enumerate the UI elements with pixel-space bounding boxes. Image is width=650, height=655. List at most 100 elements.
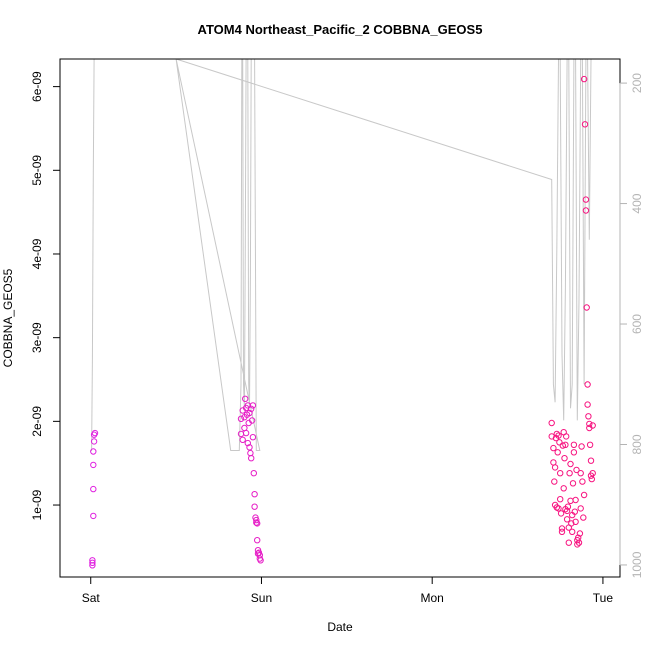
data-point: [584, 381, 591, 388]
data-point: [572, 518, 579, 525]
data-point: [247, 449, 254, 457]
data-point: [239, 436, 246, 443]
data-point: [577, 470, 584, 477]
data-point: [246, 409, 253, 417]
data-point: [244, 439, 252, 447]
data-point: [563, 433, 570, 440]
y-axis: 1e-09 2e-09 3e-09 4e-09 5e-09 6e-09: [30, 71, 61, 520]
data-point: [563, 516, 571, 523]
y-tick-label: 6e-09: [30, 71, 44, 102]
data-point: [588, 475, 595, 483]
data-point: [569, 480, 577, 487]
data-point: [257, 557, 264, 564]
data-point: [564, 503, 572, 510]
data-point: [570, 441, 578, 448]
data-point: [253, 516, 260, 524]
chart-title: ATOM4 Northeast_Pacific_2 COBBNA_GEOS5: [198, 22, 483, 37]
data-point: [578, 443, 585, 450]
data-point: [248, 455, 255, 462]
data-point: [557, 496, 564, 503]
plot-frame: [59, 58, 621, 578]
data-point: [91, 429, 99, 437]
right-tick-label: 800: [630, 434, 644, 454]
data-point: [586, 441, 594, 448]
data-point: [586, 420, 593, 428]
x-tick-label: Mon: [421, 591, 444, 605]
data-point: [576, 530, 584, 537]
data-point: [90, 461, 97, 469]
data-point: [569, 528, 576, 535]
data-point: [90, 438, 98, 445]
data-point: [89, 559, 96, 566]
data-point: [248, 417, 256, 424]
data-point: [573, 466, 580, 474]
data-point: [562, 441, 569, 448]
data-point: [553, 430, 560, 438]
data-point: [551, 478, 558, 485]
data-point: [558, 528, 566, 535]
data-point: [251, 503, 258, 510]
data-point: [567, 460, 574, 468]
y-tick-label: 5e-09: [30, 155, 44, 186]
data-point: [580, 491, 588, 499]
data-point: [89, 557, 96, 564]
data-point: [253, 519, 260, 526]
data-point: [555, 432, 562, 439]
data-point: [241, 424, 248, 432]
data-point: [580, 75, 588, 83]
right-tick-label: 200: [630, 73, 644, 93]
data-point: [558, 525, 566, 532]
data-point: [557, 510, 565, 517]
data-point: [572, 496, 579, 504]
data-point: [550, 444, 557, 452]
right-tick-label: 400: [630, 193, 644, 213]
data-point: [90, 485, 97, 493]
data-point: [237, 430, 245, 438]
data-point: [589, 470, 596, 477]
data-points-layer: [89, 75, 596, 569]
data-point: [565, 539, 572, 546]
data-point: [561, 455, 568, 462]
right-tick-label: 600: [630, 314, 644, 334]
data-point: [254, 520, 261, 527]
data-point: [581, 121, 589, 128]
x-axis: Sat Sun Mon Tue: [82, 576, 614, 605]
data-point: [563, 507, 571, 515]
data-point: [249, 434, 257, 441]
data-point: [557, 470, 564, 477]
y-tick-label: 3e-09: [30, 322, 44, 353]
data-point: [568, 520, 575, 527]
data-point: [571, 508, 578, 515]
pressure-line-layer: [90, 59, 593, 451]
data-point: [90, 448, 97, 455]
right-tick-label: 1000: [630, 551, 644, 578]
data-point: [589, 422, 596, 429]
pressure-line: [90, 59, 593, 451]
data-point: [575, 539, 583, 546]
data-point: [580, 514, 587, 521]
data-point: [555, 505, 562, 512]
data-point: [248, 405, 255, 412]
right-y-axis: 200 400 600 800 1000: [619, 73, 644, 578]
y-tick-label: 1e-09: [30, 489, 44, 520]
data-point: [559, 442, 566, 449]
data-point: [584, 401, 591, 408]
data-point: [548, 419, 555, 427]
x-tick-label: Sun: [251, 591, 272, 605]
data-point: [582, 207, 590, 214]
data-point: [570, 449, 578, 456]
data-point: [566, 470, 573, 477]
x-tick-label: Tue: [593, 591, 614, 605]
data-point: [577, 505, 584, 512]
x-tick-label: Sat: [82, 591, 101, 605]
data-point: [585, 413, 592, 420]
data-point: [246, 444, 253, 451]
y-tick-label: 2e-09: [30, 406, 44, 437]
data-point: [254, 537, 261, 544]
data-point: [579, 478, 586, 485]
data-point: [249, 402, 257, 409]
data-point: [251, 491, 258, 498]
data-point: [567, 497, 574, 504]
data-point: [237, 415, 245, 422]
